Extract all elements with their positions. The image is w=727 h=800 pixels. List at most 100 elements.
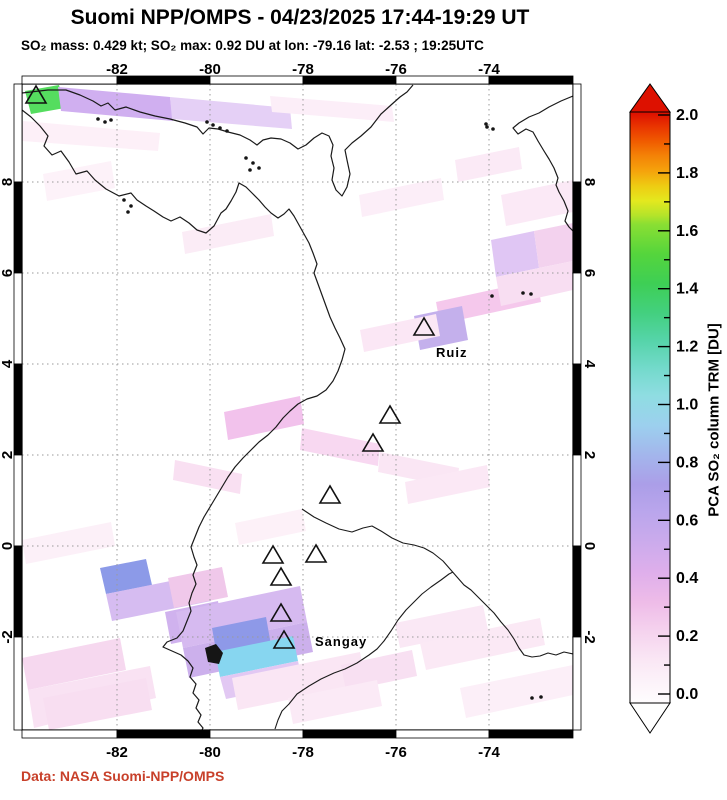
- islet-dot: [248, 168, 252, 172]
- zebra-segment-right: [572, 454, 582, 547]
- lon-tick-label-top: -80: [199, 61, 221, 78]
- so2-pixel-patch: [43, 678, 152, 730]
- colorbar-bottom-arrow: [629, 702, 671, 734]
- islet-dot: [218, 126, 222, 130]
- graticule-grid: [22, 84, 573, 730]
- so2-pixel-patch: [182, 214, 274, 254]
- zebra-segment-top: [116, 75, 211, 85]
- plot-subtitle: SO₂ mass: 0.429 kt; SO₂ max: 0.92 DU at …: [21, 38, 484, 53]
- islet-dot: [491, 127, 495, 131]
- colorbar-tick-label: 1.6: [676, 223, 698, 240]
- volcano-triangle-icon: [272, 629, 296, 649]
- rivers: [274, 508, 573, 730]
- colorbar-tick-label: 1.4: [676, 281, 698, 298]
- lon-tick-label-top: -74: [478, 61, 500, 78]
- zebra-segment-top: [302, 75, 397, 85]
- islet-dot: [521, 291, 525, 295]
- lat-tick-label-left: 6: [0, 269, 16, 277]
- zebra-segment-left: [13, 272, 23, 365]
- lon-tick-label-bottom: -82: [106, 744, 128, 761]
- so2-pixel-patch: [496, 261, 573, 306]
- so2-pixel-patch: [491, 231, 539, 277]
- islet-dot: [530, 696, 534, 700]
- so2-pixel-patch: [224, 396, 304, 440]
- zebra-segment-bottom: [395, 729, 490, 739]
- zebra-segment-right: [572, 181, 582, 274]
- so2-pixel-patch: [173, 460, 242, 494]
- islet-dot: [539, 695, 543, 699]
- lon-tick-label-top: -76: [385, 61, 407, 78]
- colorbar-tick-label: 0.6: [676, 512, 698, 529]
- so2-pixel-patch: [405, 465, 490, 504]
- islet-dot: [109, 118, 113, 122]
- so2-pixel-patch: [534, 223, 573, 268]
- islet-dot: [251, 161, 255, 165]
- zebra-segment-top: [488, 75, 574, 85]
- axis-tick-labels: -82 -82 -80 -80 -78 -78 -76 -76 -74 -74 8 8 6 6 4 4 2 2 0 0…: [0, 61, 598, 761]
- colorbar: 2.0 1.8 1.6 1.4 1.2 1.0 0.8 0.6 0.4 0.2 0.0: [629, 83, 698, 734]
- colorbar-tick-label: 0.8: [676, 454, 698, 471]
- volcano-triangle-icon: [261, 544, 285, 564]
- lat-tick-label-left: -2: [0, 630, 16, 643]
- volcano-triangle-icon: [269, 602, 293, 622]
- puna-island: [205, 644, 223, 664]
- islet-dot: [257, 166, 261, 170]
- lat-tick-label-left: 8: [0, 178, 16, 186]
- islet-dot: [205, 120, 209, 124]
- zebra-segment-bottom: [302, 729, 397, 739]
- so2-pixel-patch: [300, 428, 380, 466]
- so2-pixel-patch: [235, 509, 306, 545]
- lat-tick-label-right: -2: [581, 630, 598, 643]
- colorbar-tick-label: 0.4: [676, 570, 698, 587]
- river-path: [274, 571, 454, 730]
- zebra-segment-right: [572, 83, 582, 183]
- lon-tick-label-top: -82: [106, 61, 128, 78]
- so2-pixel-patch: [22, 121, 160, 151]
- lon-tick-label-bottom: -78: [292, 744, 314, 761]
- islet-dot: [225, 129, 229, 133]
- zebra-segment-left: [13, 545, 23, 638]
- volcano-label: Sangay: [315, 634, 367, 649]
- so2-pixel-patch: [420, 618, 545, 670]
- volcano-triangle-icon: [361, 432, 385, 452]
- so2-pixel-patch: [460, 665, 573, 718]
- volcano-triangle-icon: [412, 316, 436, 336]
- river-path: [301, 508, 573, 658]
- islet-dot: [103, 120, 107, 124]
- islet-dot: [96, 117, 100, 121]
- zebra-segment-right: [572, 363, 582, 456]
- zebra-segment-bottom: [209, 729, 304, 739]
- zebra-segment-bottom: [488, 729, 574, 739]
- colorbar-bar: [629, 111, 671, 704]
- so2-pixel-patch: [359, 178, 444, 217]
- volcano-triangle-icon: [24, 84, 48, 104]
- so2-pixel-patch: [288, 680, 382, 724]
- zebra-segment-left: [13, 83, 23, 183]
- volcano-label: Ruiz: [436, 345, 467, 360]
- so2-pixel-patch: [215, 636, 298, 677]
- zebra-segment-top: [21, 75, 118, 85]
- coastlines: [22, 84, 573, 730]
- zebra-segment-left: [13, 363, 23, 456]
- zebra-segment-left: [13, 454, 23, 547]
- volcano-markers: [24, 84, 436, 649]
- lon-tick-label-bottom: -76: [385, 744, 407, 761]
- lat-tick-label-right: 6: [581, 269, 598, 277]
- lat-tick-label-right: 0: [581, 542, 598, 550]
- zebra-segment-top: [209, 75, 304, 85]
- islet-dot: [490, 294, 494, 298]
- lon-tick-label-bottom: -74: [478, 744, 500, 761]
- lat-tick-label-right: 2: [581, 451, 598, 459]
- colorbar-tick-label: 1.2: [676, 339, 698, 356]
- volcano-labels: Ruiz Sangay: [315, 345, 467, 649]
- islet-dot: [485, 125, 489, 129]
- coastline-path: [512, 95, 573, 232]
- colorbar-tick-label: 2.0: [676, 107, 698, 124]
- so2-pixel-patch: [22, 638, 126, 690]
- data-credit: Data: NASA Suomi-NPP/OMPS: [21, 768, 225, 784]
- so2-pixel-patch: [43, 161, 115, 201]
- volcano-triangle-icon: [318, 484, 342, 504]
- so2-pixel-patch: [25, 85, 65, 114]
- lat-tick-label-right: 8: [581, 178, 598, 186]
- colorbar-top-arrow: [629, 83, 671, 113]
